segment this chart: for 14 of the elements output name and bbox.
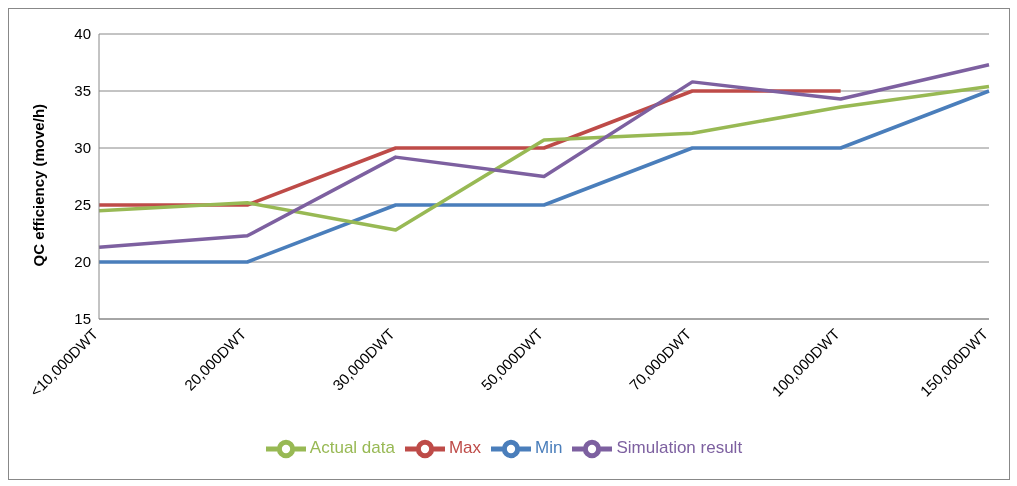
legend-label: Min	[535, 438, 563, 458]
legend-label: Actual data	[309, 438, 395, 458]
y-tick-label: 25	[74, 196, 91, 214]
legend-label: Max	[448, 438, 482, 458]
y-tick-label: 30	[74, 139, 91, 157]
y-axis-title: QC efficiency (move/h)	[30, 103, 48, 267]
y-tick-label: 20	[74, 253, 91, 271]
line-series	[97, 84, 991, 232]
line-series	[97, 63, 991, 249]
legend-label: Simulation result	[616, 438, 743, 458]
y-tick-label: 40	[74, 25, 91, 43]
line-series	[97, 89, 991, 264]
y-tick-label: 15	[74, 310, 91, 328]
y-tick-label: 35	[74, 82, 91, 100]
